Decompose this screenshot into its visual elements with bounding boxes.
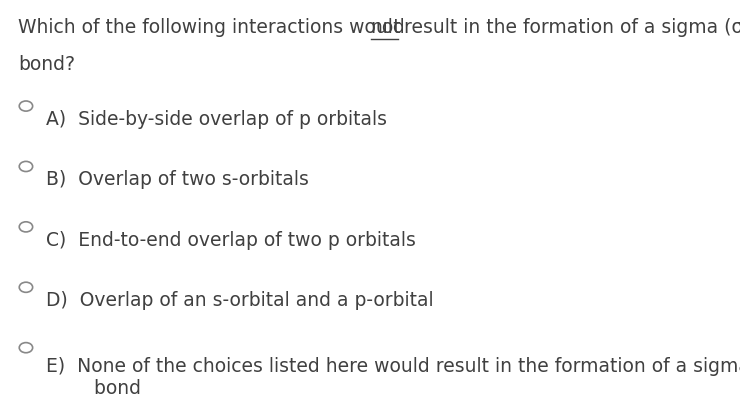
Text: C)  End-to-end overlap of two p orbitals: C) End-to-end overlap of two p orbitals (45, 231, 415, 250)
Text: bond?: bond? (18, 55, 75, 73)
Text: B)  Overlap of two s-orbitals: B) Overlap of two s-orbitals (45, 171, 309, 189)
Text: not: not (371, 18, 401, 37)
Text: E)  None of the choices listed here would result in the formation of a sigma (σ): E) None of the choices listed here would… (45, 357, 740, 399)
Text: result in the formation of a sigma (σ): result in the formation of a sigma (σ) (398, 18, 740, 37)
Text: Which of the following interactions would: Which of the following interactions woul… (18, 18, 411, 37)
Text: D)  Overlap of an s-orbital and a p-orbital: D) Overlap of an s-orbital and a p-orbit… (45, 291, 433, 310)
Text: A)  Side-by-side overlap of p orbitals: A) Side-by-side overlap of p orbitals (45, 110, 386, 129)
